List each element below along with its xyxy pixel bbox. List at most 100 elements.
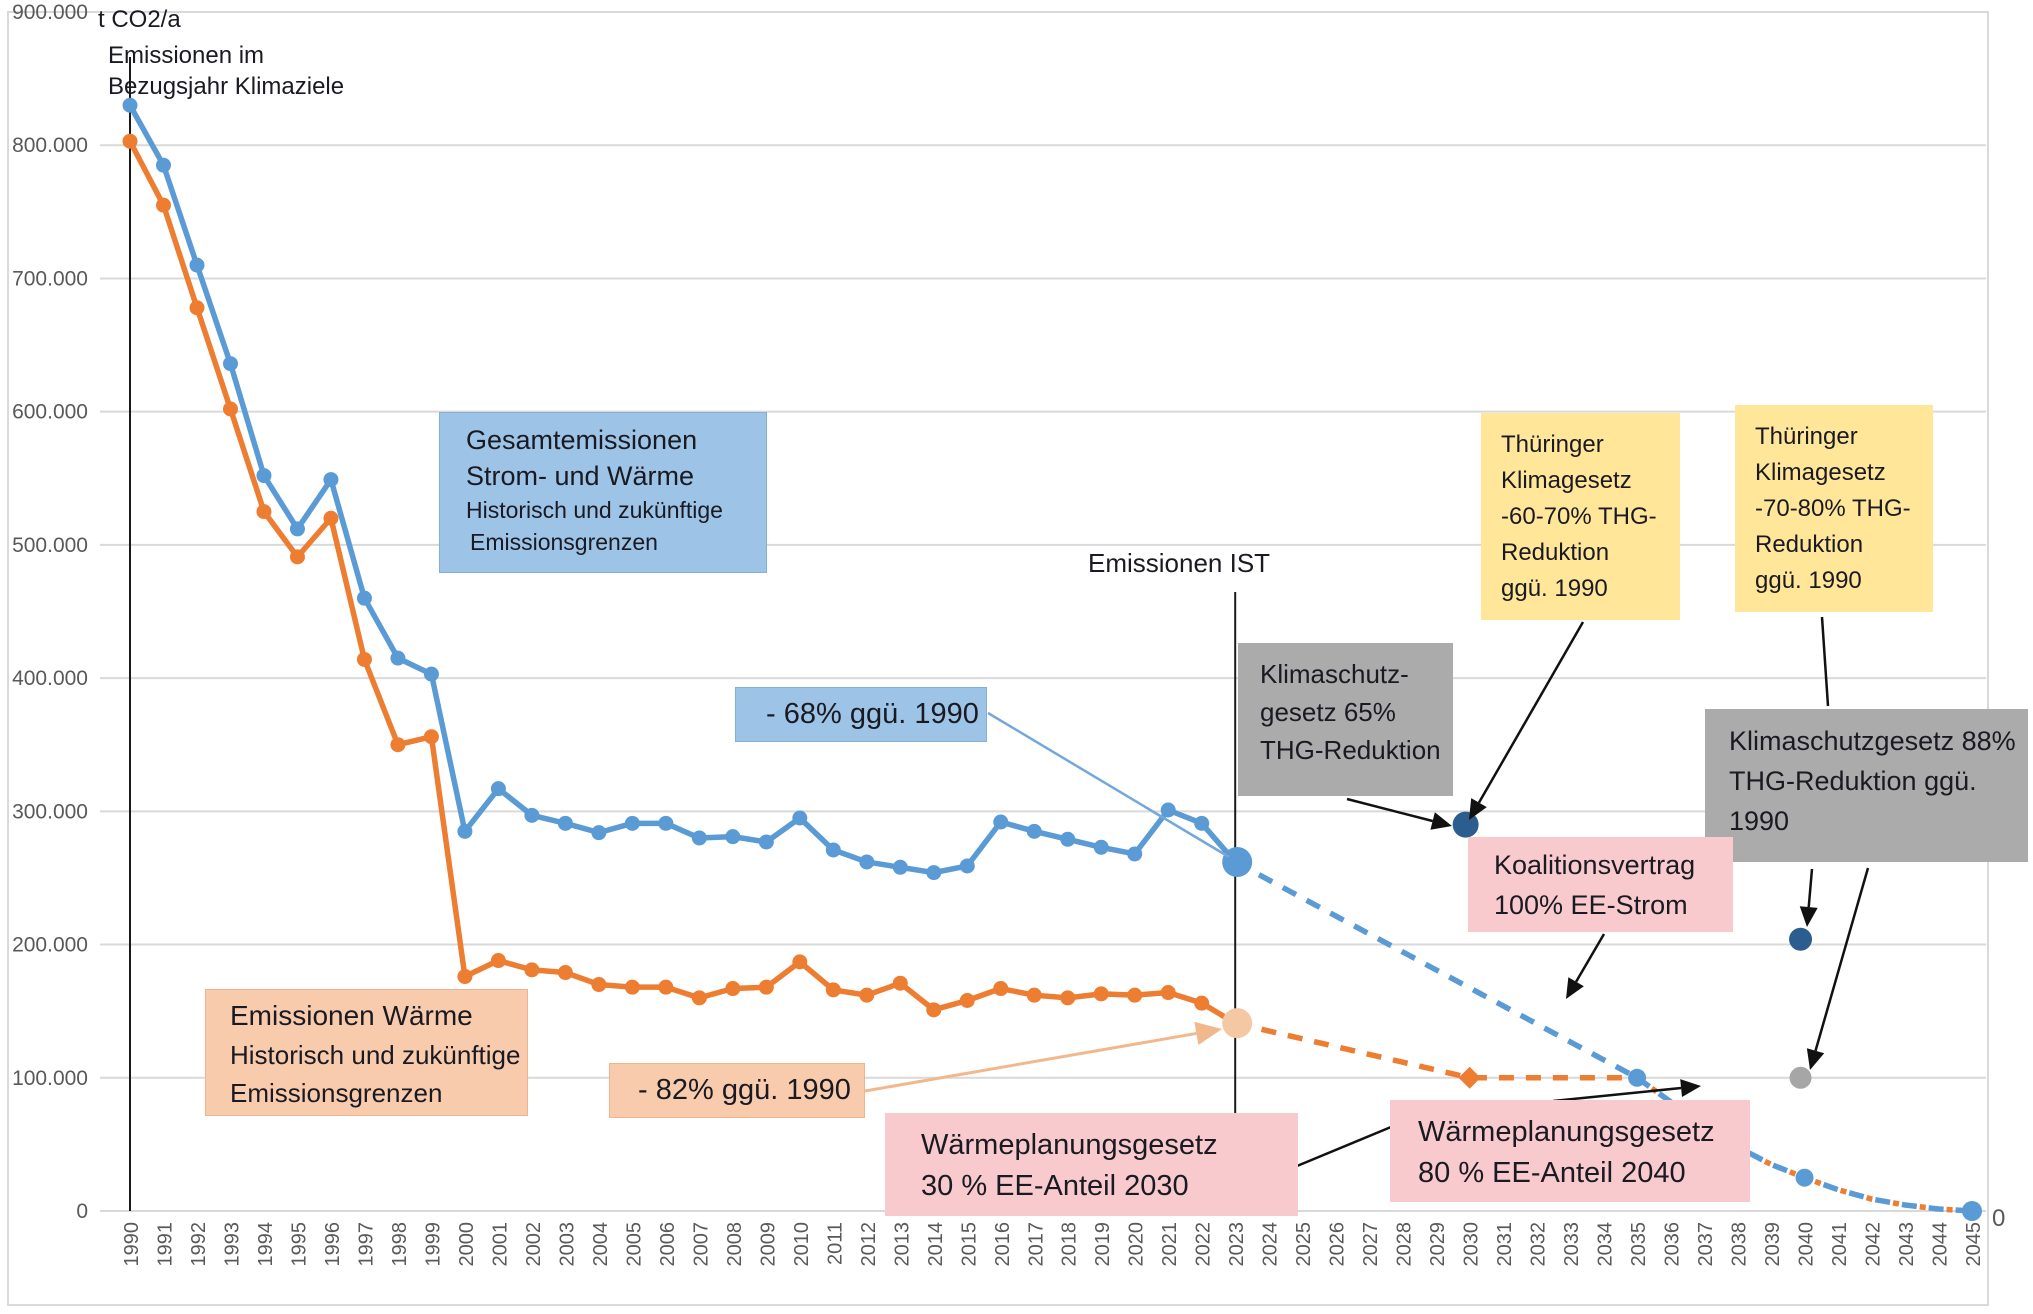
x-axis-tick-label: 1992 [188,1222,210,1267]
x-axis-tick-label: 2045 [1963,1222,1985,1267]
x-axis-tick-label: 2018 [1059,1222,1081,1267]
callout-68-line [987,711,1230,859]
series-point-marker [892,975,908,991]
series-point-marker [1026,987,1042,1003]
y-axis-tick-label: 800.000 [12,134,88,157]
series-point-marker [624,979,640,995]
x-axis-tick-label: 1996 [322,1222,344,1267]
x-axis-tick-label: 2010 [791,1222,813,1267]
y-axis-tick-label: 100.000 [12,1067,88,1090]
y-axis-tick-label: 0 [76,1200,88,1223]
x-axis-tick-label: 2000 [456,1222,478,1267]
series-point-marker [591,825,607,841]
series-point-marker [993,981,1009,997]
x-axis-tick-label: 2037 [1695,1222,1717,1267]
arrow-80-box-to-projection-head [1680,1079,1701,1097]
klimaschutzgesetz-88-box: Klimaschutzgesetz 88% THG-Reduktion ggü.… [1705,709,2028,862]
series-line [127,139,1237,1026]
minus-82-annotation-box: - 82% ggü. 1990 [609,1063,865,1118]
x-axis-tick-label: 2019 [1092,1222,1114,1267]
projection-point-marker [1628,1068,1647,1087]
klimaschutzgesetz-65-box: Klimaschutz- gesetz 65% THG-Reduktion [1238,643,1453,796]
series-point-marker [658,815,674,831]
x-axis-tick-label: 2013 [891,1222,913,1267]
x-axis-tick-label: 2033 [1561,1222,1583,1267]
series-point-marker [557,815,573,831]
series-point-marker [189,257,205,273]
series-point-marker [423,729,439,745]
series-point-marker [926,1002,942,1018]
series-point-marker [959,858,975,874]
series-point-marker [189,300,205,316]
series-point-marker [591,977,607,993]
projection-line [1233,859,1639,1081]
series-point-marker [758,834,774,850]
series-point-marker [1093,986,1109,1002]
series-point-marker [457,969,473,985]
series-point-marker [122,133,138,149]
x-axis-tick-label: 2028 [1394,1222,1416,1267]
series-point-marker [356,590,372,606]
x-axis-tick-label: 2030 [1461,1222,1483,1267]
milestone-dot [1452,811,1479,838]
x-axis-tick-label: 2020 [1126,1222,1148,1267]
series-point-marker [825,842,841,858]
x-axis-tick-label: 1993 [221,1222,243,1267]
series-point-marker [524,962,540,978]
series-point-marker [859,987,875,1003]
x-axis-tick-label: 2011 [824,1222,846,1265]
emissionen-ist-label: Emissionen IST [1088,548,1271,578]
x-axis-tick-label: 1998 [389,1222,411,1267]
x-axis-tick-label: 2038 [1729,1222,1751,1267]
x-axis-tick-label: 2025 [1293,1222,1315,1267]
series-point-marker [1194,815,1210,831]
series-point-marker [1026,823,1042,839]
end-value-label: 0 [1992,1205,2005,1232]
arrow-koalition-to-projection-head [1566,977,1584,999]
series-point-marker [1127,987,1143,1003]
x-axis-tick-label: 1995 [288,1222,310,1267]
x-axis-tick-label: 2008 [724,1222,746,1267]
x-axis-tick-label: 2043 [1896,1222,1918,1267]
series-point-marker [1060,990,1076,1006]
x-axis-tick-label: 2004 [590,1222,612,1267]
x-axis-tick-label: 2040 [1796,1222,1818,1267]
bezugsjahr-label: Emissionen im Bezugsjahr Klimaziele [108,42,345,100]
x-axis-tick-label: 2035 [1628,1222,1650,1267]
series-point-marker [155,197,171,213]
series-point-marker [624,815,640,831]
series-point-marker [122,97,138,113]
series-point-marker [490,781,506,797]
x-axis-tick-label: 1991 [154,1222,176,1267]
x-axis-tick-label: 2041 [1829,1222,1851,1267]
arrow-koalition-to-projection [1575,933,1606,983]
line-30-box-to-80-box [1296,1125,1392,1168]
x-axis-tick-label: 2036 [1662,1222,1684,1267]
series-point-marker [289,521,305,537]
series-point-marker [691,990,707,1006]
koalitionsvertrag-box: Koalitionsvertrag 100% EE-Strom [1468,837,1733,932]
x-axis-tick-label: 2026 [1327,1222,1349,1267]
y-axis-tick-label: 300.000 [12,800,88,823]
arrow-88-to-2040-gray-dot-head [1806,1048,1825,1070]
y-axis-tick-label: 500.000 [12,534,88,557]
arrow-65-to-2030-dot-head [1430,812,1452,830]
projection-point-marker [1961,1201,1982,1221]
y-axis-tick-label: 200.000 [12,934,88,957]
series-point-marker [356,651,372,667]
callout-82-arrow [864,1031,1197,1093]
series-point-marker [256,504,272,520]
series-point-marker [959,993,975,1009]
x-axis-tick-label: 2014 [925,1222,947,1267]
x-axis-tick-label: 1997 [355,1222,377,1267]
x-axis-tick-label: 2031 [1494,1222,1516,1267]
x-axis-tick-label: 1994 [255,1222,277,1267]
y-axis-unit-label: t CO2/a [98,6,181,33]
series-point-marker [1160,802,1176,818]
x-axis-tick-label: 2006 [657,1222,679,1267]
milestone-dot [1789,1066,1812,1089]
series-point-marker [993,814,1009,830]
series-point-marker [825,982,841,998]
arrow-thueringer1-to-2030-dot-head [1469,798,1487,820]
